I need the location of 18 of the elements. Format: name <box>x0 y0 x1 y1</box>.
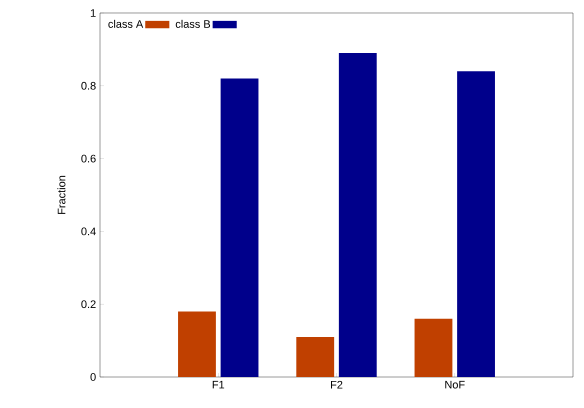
x-tick-label: F2 <box>331 380 342 389</box>
bar <box>296 336 334 377</box>
legend-label: class B <box>176 20 210 28</box>
y-tick-label: 0.4 <box>81 228 96 236</box>
y-tick-label: 1 <box>90 9 96 17</box>
bar <box>338 53 377 377</box>
y-axis-title: Fraction <box>57 176 66 214</box>
y-tick-label: 0.8 <box>81 82 96 90</box>
legend-label: class A <box>108 20 144 28</box>
bar <box>220 78 258 377</box>
bar <box>457 71 495 377</box>
x-tick-label: F1 <box>212 380 224 388</box>
bar <box>178 311 216 377</box>
y-tick-label: 0 <box>90 373 96 381</box>
bar <box>414 318 452 377</box>
y-tick-label: 0.6 <box>81 154 96 162</box>
x-tick-label: NoF <box>445 380 465 388</box>
y-tick-label: 0.2 <box>81 300 96 308</box>
